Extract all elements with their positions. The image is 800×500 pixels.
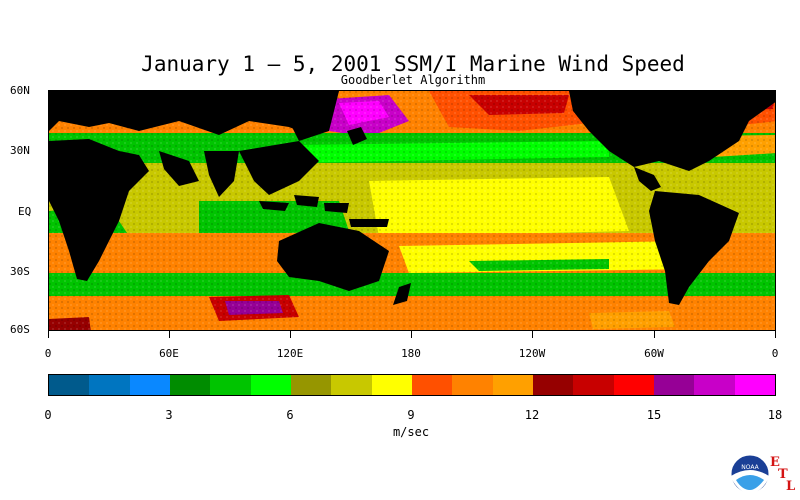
colorbar-segment [452, 375, 493, 395]
colorbar-tick-3: 3 [165, 408, 173, 422]
colorbar-segment [49, 375, 90, 395]
etl-letter-e: E [770, 455, 780, 470]
colorbar-segment [331, 375, 372, 395]
colorbar-tick-0: 0 [44, 408, 52, 422]
lat-label-eq: EQ [18, 205, 32, 218]
colorbar-units: m/sec [392, 425, 430, 439]
colorbar-segment [89, 375, 130, 395]
colorbar-segment [290, 375, 332, 395]
map-title: January 1 – 5, 2001 SSM/I Marine Wind Sp… [141, 52, 685, 76]
lon-label-120w: 120W [518, 347, 546, 360]
lat-label-60n: 60N [10, 84, 30, 97]
etl-letter-t: T [778, 467, 788, 482]
colorbar-segment [492, 375, 533, 395]
lon-label-60w: 60W [644, 347, 664, 360]
colorbar-tick-18: 18 [767, 408, 783, 422]
colorbar-segment [371, 375, 412, 395]
noaa-logo-icon: NOAA [730, 454, 770, 494]
colorbar-segment [129, 375, 170, 395]
noaa-logo-text: NOAA [741, 464, 759, 471]
colorbar-tick-15: 15 [646, 408, 662, 422]
colorbar-segment [169, 375, 211, 395]
lat-label-30n: 30N [10, 144, 30, 157]
colorbar-tick-6: 6 [286, 408, 294, 422]
land-masses [49, 91, 775, 305]
colorbar-segment [653, 375, 695, 395]
colorbar-segment [532, 375, 574, 395]
lon-label-120e: 120E [276, 347, 304, 360]
map-canvas [49, 91, 775, 330]
lat-label-30s: 30S [10, 265, 30, 278]
colorbar-segment [694, 375, 735, 395]
colorbar-segment [250, 375, 291, 395]
etl-letter-l: L [786, 479, 796, 494]
lon-label-180: 180 [401, 347, 421, 360]
lon-label-0-east: 0 [771, 347, 779, 360]
colorbar [48, 374, 776, 396]
colorbar-segment [210, 375, 251, 395]
wind-speed-map [48, 90, 776, 331]
colorbar-tick-12: 12 [524, 408, 540, 422]
colorbar-segment [734, 375, 775, 395]
colorbar-segment [613, 375, 654, 395]
colorbar-segment [573, 375, 614, 395]
lon-label-60e: 60E [159, 347, 179, 360]
colorbar-tick-9: 9 [407, 408, 415, 422]
lat-label-60s: 60S [10, 323, 30, 336]
map-subtitle: Goodberlet Algorithm [340, 73, 486, 87]
colorbar-segment [411, 375, 453, 395]
lon-label-0: 0 [44, 347, 52, 360]
